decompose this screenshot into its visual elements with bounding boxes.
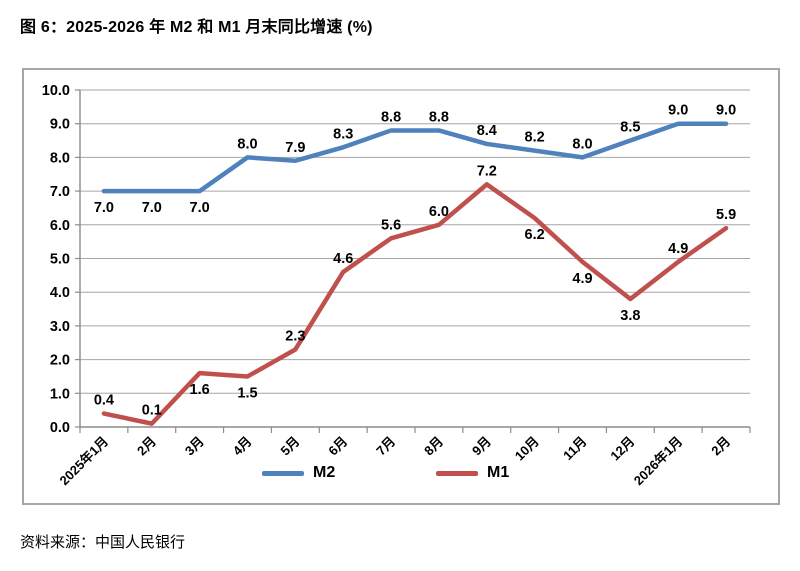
figure-title: 图 6：2025-2026 年 M2 和 M1 月末同比增速 (%): [20, 19, 373, 36]
x-axis-label: 4月: [230, 434, 255, 459]
m2-data-label: 8.2: [525, 130, 545, 146]
m1-data-label: 5.9: [716, 207, 736, 223]
m1-data-label: 0.1: [142, 403, 162, 419]
source-note: 资料来源：中国人民银行: [20, 534, 186, 551]
m1-data-label: 4.9: [668, 241, 688, 257]
y-axis-label: 2.0: [50, 353, 70, 369]
m1-data-label: 4.9: [572, 271, 592, 287]
m1-data-label: 6.0: [429, 204, 449, 220]
x-axis-label: 5月: [278, 434, 303, 459]
m2-data-label: 7.0: [142, 200, 162, 216]
m1-data-label: 0.4: [94, 393, 114, 409]
x-axis-label: 6月: [325, 434, 350, 459]
x-axis-label: 8月: [421, 434, 446, 459]
m2-data-label: 8.4: [477, 123, 497, 139]
m2-line: [101, 121, 729, 194]
m2-data-label: 7.0: [190, 200, 210, 216]
m2-data-label: 8.8: [381, 109, 401, 125]
m2-data-label: 7.0: [94, 200, 114, 216]
y-axis-label: 6.0: [50, 218, 70, 234]
m2-data-label: 8.5: [620, 120, 640, 136]
x-axis-label: 3月: [182, 434, 207, 459]
m1-line: [101, 182, 729, 426]
x-axis-label: 2025年1月: [56, 434, 111, 489]
m1-data-label: 4.6: [333, 251, 353, 267]
y-axis-label: 5.0: [50, 252, 70, 268]
m1-data-label: 1.6: [190, 382, 210, 398]
m2-data-label: 8.0: [572, 136, 592, 152]
y-axis-label: 0.0: [50, 420, 70, 436]
x-axis-label: 2月: [708, 434, 733, 459]
m2-data-label: 8.0: [237, 136, 257, 152]
m1-data-label: 3.8: [620, 308, 640, 324]
m2-data-label: 9.0: [716, 103, 736, 119]
m1-data-label: 6.2: [525, 227, 545, 243]
x-axis-label: 7月: [373, 434, 398, 459]
x-axis-label: 2026年1月: [631, 434, 686, 489]
x-axis-label: 12月: [607, 434, 637, 464]
y-axis-label: 7.0: [50, 184, 70, 200]
m1-data-label: 5.6: [381, 217, 401, 233]
m2-data-label: 7.9: [285, 140, 305, 156]
x-axis-label: 10月: [512, 434, 542, 464]
m2-data-label: 9.0: [668, 103, 688, 119]
x-axis-label: 9月: [469, 434, 494, 459]
y-axis-label: 4.0: [50, 285, 70, 301]
m1-data-label: 2.3: [285, 328, 305, 344]
m2-data-label: 8.8: [429, 109, 449, 125]
m2-data-label: 8.3: [333, 126, 353, 142]
chart-svg: 0.0 1.0 2.0 3.0 4.0 5.0 6.0 7.0 8.0 9.0 10.0 2025年1…: [42, 83, 751, 489]
m1-data-label: 1.5: [237, 385, 257, 401]
y-axis-label: 10.0: [42, 83, 70, 99]
x-axis-label: 11月: [560, 434, 590, 464]
y-axis-label: 1.0: [50, 386, 70, 402]
y-axis-label: 8.0: [50, 150, 70, 166]
y-axis-label: 3.0: [50, 319, 70, 335]
m1-data-label: 7.2: [477, 163, 497, 179]
x-axis-label: 2月: [134, 434, 159, 459]
chart-container: 0.0 1.0 2.0 3.0 4.0 5.0 6.0 7.0 8.0 9.0 10.0 2025年1…: [22, 68, 780, 505]
y-axis-label: 9.0: [50, 117, 70, 133]
